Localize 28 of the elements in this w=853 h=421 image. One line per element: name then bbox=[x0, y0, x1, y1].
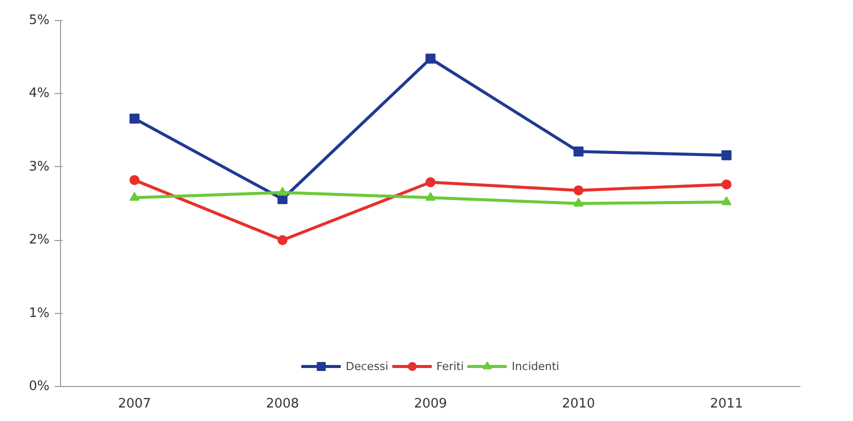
x-tick-label: 2011 bbox=[710, 396, 744, 412]
point bbox=[426, 177, 436, 188]
x-tick-label: 2007 bbox=[118, 396, 152, 412]
point bbox=[130, 175, 140, 186]
point bbox=[574, 185, 584, 196]
x-tick-label: 2009 bbox=[414, 396, 448, 412]
point bbox=[722, 179, 732, 190]
x-tick-label: 2008 bbox=[266, 396, 300, 412]
point bbox=[130, 114, 140, 124]
y-tick-label: 1% bbox=[28, 306, 50, 321]
point bbox=[722, 150, 732, 160]
y-tick-label: 2% bbox=[28, 232, 50, 248]
point bbox=[574, 146, 584, 157]
y-tick-label: 4% bbox=[28, 86, 50, 102]
x-tick-label: 2010 bbox=[562, 396, 596, 412]
point bbox=[426, 192, 436, 201]
point bbox=[722, 196, 732, 206]
y-tick-label: 5% bbox=[28, 13, 50, 28]
legend-label: Decessi bbox=[346, 360, 388, 372]
point bbox=[278, 235, 288, 246]
point bbox=[278, 186, 288, 196]
legend-label: Feriti bbox=[436, 360, 464, 372]
y-tick-label: 0% bbox=[28, 379, 50, 394]
legend-label: Incidenti bbox=[512, 360, 560, 372]
point bbox=[426, 54, 436, 64]
point bbox=[574, 198, 584, 207]
point bbox=[130, 192, 140, 201]
y-tick-label: 3% bbox=[28, 159, 50, 174]
